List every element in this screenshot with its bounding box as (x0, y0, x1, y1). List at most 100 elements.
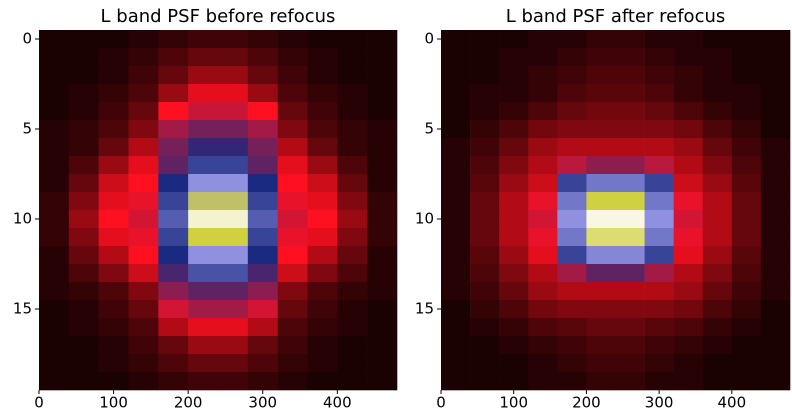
heatmap-cell (247, 336, 278, 355)
heatmap-cell (441, 336, 471, 355)
heatmap-cell (277, 300, 308, 319)
heatmap-cell (528, 372, 558, 391)
heatmap-cell (528, 48, 558, 67)
heatmap-cell (218, 282, 249, 301)
heatmap-cell (731, 156, 762, 175)
heatmap-cell (307, 84, 338, 103)
heatmap-cell (337, 372, 368, 391)
heatmap-cell (528, 354, 558, 373)
heatmap-cell (441, 156, 471, 175)
heatmap-cell (218, 120, 249, 139)
heatmap-cell (470, 300, 500, 319)
heatmap-cell (702, 48, 733, 67)
heatmap-cell (760, 318, 791, 337)
heatmap-cell (128, 66, 159, 85)
heatmap-cell (158, 282, 189, 301)
heatmap-cell (98, 174, 129, 193)
heatmap-cell (586, 318, 616, 337)
heatmap-cell (528, 66, 558, 85)
heatmap-cell (528, 30, 558, 49)
heatmap-cell (441, 30, 471, 49)
heatmap-cell (470, 336, 500, 355)
heatmap-cell (39, 138, 70, 157)
heatmap-cell (158, 246, 189, 265)
heatmap-cell (586, 354, 616, 373)
heatmap-cell (188, 336, 219, 355)
heatmap-cell (188, 84, 219, 103)
heatmap-cell (644, 66, 674, 85)
heatmap-cell (673, 84, 704, 103)
heatmap-cell (158, 264, 189, 283)
heatmap-cell (731, 192, 762, 211)
heatmap-cell (586, 30, 616, 49)
heatmap-cell (39, 174, 70, 193)
heatmap-cell (218, 372, 249, 391)
heatmap-cell (644, 354, 674, 373)
chart-title: L band PSF after refocus (506, 6, 726, 27)
heatmap-cell (247, 102, 278, 121)
heatmap-cell (247, 192, 278, 211)
heatmap-cell (702, 264, 733, 283)
heatmap-cell (158, 48, 189, 67)
heatmap-cell (528, 228, 558, 247)
heatmap-cell (760, 120, 791, 139)
heatmap-cell (337, 120, 368, 139)
heatmap-cell (68, 138, 99, 157)
heatmap-cell (557, 138, 587, 157)
heatmap-cell (367, 300, 398, 319)
heatmap-cell (557, 228, 587, 247)
heatmap-cell (528, 210, 558, 229)
heatmap-cell (586, 156, 616, 175)
heatmap-cell (673, 120, 704, 139)
heatmap-cell (188, 120, 219, 139)
heatmap-cell (731, 30, 762, 49)
heatmap-cell (760, 30, 791, 49)
heatmap-cell (644, 300, 674, 319)
heatmap-cell (557, 372, 587, 391)
heatmap-cell (277, 282, 308, 301)
heatmap-cell (367, 174, 398, 193)
heatmap-cell (218, 336, 249, 355)
heatmap-cell (277, 192, 308, 211)
heatmap-cell (615, 66, 645, 85)
heatmap-cell (337, 174, 368, 193)
heatmap-cell (128, 318, 159, 337)
heatmap-cell (128, 120, 159, 139)
heatmap-cell (128, 30, 159, 49)
heatmap-cell (158, 192, 189, 211)
heatmap-cell (528, 282, 558, 301)
y-tick-label: 5 (22, 120, 32, 138)
heatmap-cell (247, 318, 278, 337)
heatmap-cell (557, 210, 587, 229)
heatmap-cell (499, 282, 529, 301)
heatmap-cell (277, 138, 308, 157)
heatmap-cell (247, 174, 278, 193)
heatmap-cell (673, 210, 704, 229)
heatmap-cell (441, 66, 471, 85)
heatmap-cell (470, 48, 500, 67)
heatmap-cell (68, 120, 99, 139)
heatmap-cell (367, 138, 398, 157)
heatmap-cell (367, 84, 398, 103)
heatmap-cell (644, 264, 674, 283)
heatmap-cell (441, 48, 471, 67)
heatmap-cell (528, 246, 558, 265)
heatmap-cell (98, 84, 129, 103)
heatmap-cell (307, 354, 338, 373)
heatmap-cell (337, 354, 368, 373)
heatmap-cell (68, 228, 99, 247)
heatmap-cell (277, 30, 308, 49)
heatmap-cell (247, 246, 278, 265)
heatmap-cell (499, 318, 529, 337)
heatmap-cell (337, 102, 368, 121)
heatmap-cell (68, 156, 99, 175)
heatmap-cell (615, 138, 645, 157)
heatmap-cell (731, 228, 762, 247)
heatmap-cell (188, 102, 219, 121)
heatmap-cell (557, 48, 587, 67)
heatmap-cell (337, 282, 368, 301)
heatmap-cell (731, 300, 762, 319)
heatmap-cell (441, 246, 471, 265)
heatmap-cell (760, 246, 791, 265)
